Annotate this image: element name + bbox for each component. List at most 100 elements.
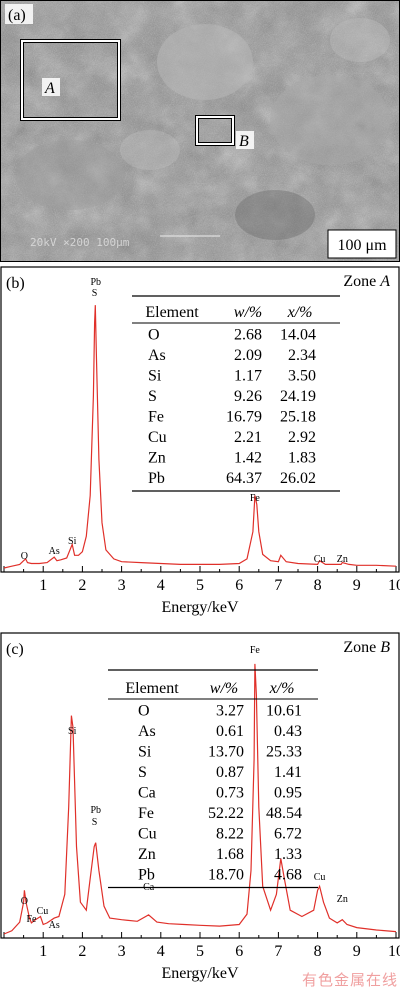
x-tick-label: 6 xyxy=(235,577,243,594)
table-cell: Pb xyxy=(138,867,155,884)
plot-frame xyxy=(0,266,400,573)
scale-bar-label: 100 μm xyxy=(337,237,387,254)
table-cell: 25.33 xyxy=(266,744,302,761)
table-cell: Cu xyxy=(148,429,167,446)
table-cell: 1.33 xyxy=(274,846,302,863)
plot-frame xyxy=(0,632,400,939)
table-cell: 18.70 xyxy=(208,867,244,884)
table-cell: Fe xyxy=(148,409,164,426)
table-header-cell: x/% xyxy=(287,304,313,321)
eds-spectrum-zone-b: 1 2 3 4 5 6 7 8 9 10 Energy/keV (c) Zone B O Fe Cu As Si P… xyxy=(0,632,400,992)
table-cell: 2.21 xyxy=(234,429,262,446)
table-cell: 16.79 xyxy=(226,409,262,426)
x-tick-label: 6 xyxy=(235,943,243,960)
panel-a-label: (a) xyxy=(8,7,26,24)
table-cell: 14.04 xyxy=(280,327,316,344)
x-tick-label: 8 xyxy=(314,577,322,594)
table-cell: 3.27 xyxy=(216,703,244,720)
zone-label: Zone B xyxy=(343,639,390,656)
table-cell: 9.26 xyxy=(234,388,262,405)
table-header-cell: x/% xyxy=(269,680,295,697)
x-tick-label: 1 xyxy=(39,577,47,594)
table-cell: O xyxy=(138,703,150,720)
x-tick-label: 10 xyxy=(388,577,400,594)
table-cell: 13.70 xyxy=(208,744,244,761)
table-cell: 1.68 xyxy=(216,846,244,863)
table-cell: 0.61 xyxy=(216,723,244,740)
peak-label: Si xyxy=(68,726,77,737)
x-tick-label: 4 xyxy=(157,943,165,960)
sem-micrograph-panel: (a) A B 20kV ×200 100μm 100 μm xyxy=(0,0,400,262)
peak-label: As xyxy=(49,920,60,931)
peak-label: Si xyxy=(68,536,77,547)
zone-b-label: B xyxy=(239,133,249,150)
table-cell: Si xyxy=(138,744,152,761)
table-cell: 52.22 xyxy=(208,805,244,822)
table-cell: Ca xyxy=(138,785,156,802)
x-tick-label: 3 xyxy=(118,577,126,594)
peak-label: O xyxy=(21,896,28,907)
spectrum-line xyxy=(3,663,397,935)
table-cell: Zn xyxy=(148,450,166,467)
watermark-text: 有色金属在线 xyxy=(301,971,398,989)
x-tick-label: 2 xyxy=(78,943,86,960)
table-cell: 0.73 xyxy=(216,785,244,802)
peak-label: Fe xyxy=(250,645,261,656)
x-tick-label: 3 xyxy=(118,943,126,960)
x-tick-label: 4 xyxy=(157,577,165,594)
table-cell: 6.72 xyxy=(274,826,302,843)
x-tick-label: 5 xyxy=(196,577,204,594)
table-header-cell: Element xyxy=(145,304,199,321)
x-tick-label: 9 xyxy=(353,577,361,594)
peak-label: Zn xyxy=(337,894,348,905)
table-cell: 24.19 xyxy=(280,388,316,405)
peak-label: Cu xyxy=(37,906,49,917)
table-cell: 0.43 xyxy=(274,723,302,740)
table-cell: 48.54 xyxy=(266,805,302,822)
peak-label: Fe xyxy=(26,914,37,925)
table-cell: 8.22 xyxy=(216,826,244,843)
peak-label: Pb xyxy=(90,805,101,816)
peak-label: S xyxy=(92,817,98,828)
x-tick-label: 9 xyxy=(353,943,361,960)
peak-label: S xyxy=(92,288,98,299)
zone-a-label: A xyxy=(44,80,55,97)
peak-label: Fe xyxy=(250,493,261,504)
peak-label: Cu xyxy=(314,554,326,565)
table-cell: 2.68 xyxy=(234,327,262,344)
table-cell: 2.34 xyxy=(288,347,316,364)
panel-label: (b) xyxy=(6,275,25,292)
table-cell: 25.18 xyxy=(280,409,316,426)
peak-label: O xyxy=(21,551,28,562)
table-cell: 0.87 xyxy=(216,764,244,781)
table-header-cell: w/% xyxy=(234,304,262,321)
table-cell: S xyxy=(138,764,147,781)
table-cell: 4.68 xyxy=(274,867,302,884)
x-tick-label: 1 xyxy=(39,943,47,960)
table-cell: Cu xyxy=(138,826,157,843)
sem-image: (a) A B 20kV ×200 100μm 100 μm xyxy=(0,0,400,262)
table-cell: 2.09 xyxy=(234,347,262,364)
peak-label: Pb xyxy=(90,277,101,288)
table-cell: 0.95 xyxy=(274,785,302,802)
table-cell: S xyxy=(148,388,157,405)
table-cell: 2.92 xyxy=(288,429,316,446)
table-cell: 1.17 xyxy=(234,368,262,385)
zone-label: Zone A xyxy=(343,273,390,290)
table-header-cell: w/% xyxy=(210,680,238,697)
table-cell: As xyxy=(138,723,156,740)
x-axis-label: Energy/keV xyxy=(161,599,238,616)
table-cell: 1.83 xyxy=(288,450,316,467)
table-cell: 10.61 xyxy=(266,703,302,720)
table-cell: Pb xyxy=(148,470,165,487)
x-tick-label: 8 xyxy=(314,943,322,960)
x-axis-label: Energy/keV xyxy=(161,965,238,982)
sem-info-text: 20kV ×200 100μm xyxy=(30,236,130,249)
peak-label: Cu xyxy=(314,872,326,883)
table-cell: 26.02 xyxy=(280,470,316,487)
x-tick-label: 10 xyxy=(388,943,400,960)
table-cell: 1.42 xyxy=(234,450,262,467)
peak-label: As xyxy=(49,546,60,557)
